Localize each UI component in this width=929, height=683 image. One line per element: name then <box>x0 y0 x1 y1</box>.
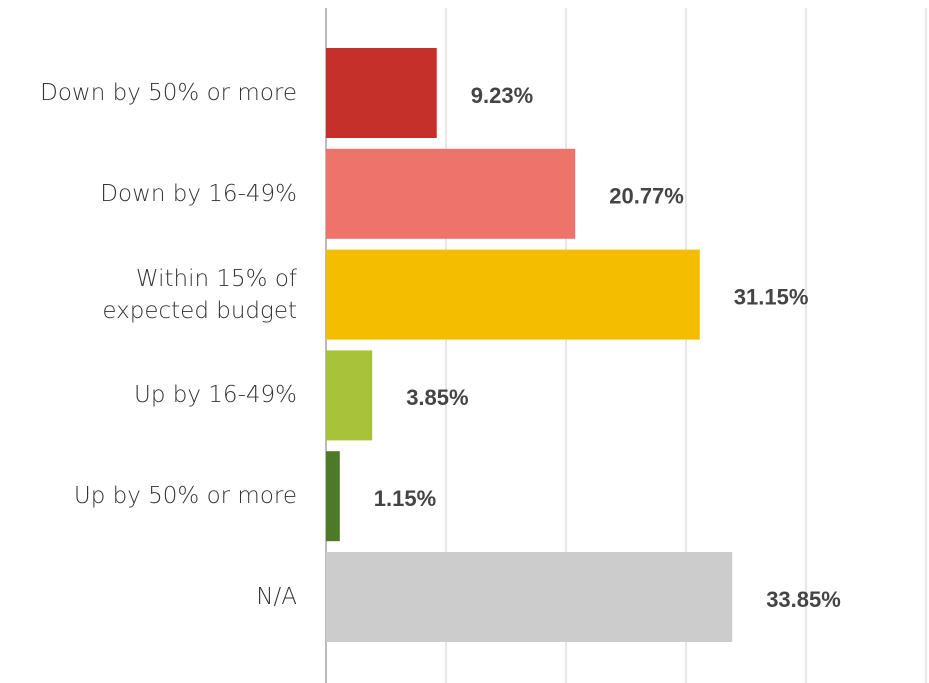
category-label: Within 15% of expected budget <box>102 265 297 324</box>
value-label: 1.15% <box>374 486 436 511</box>
category-label: Up by 16-49% <box>134 382 297 409</box>
category-label: Down by 16-49% <box>100 180 297 207</box>
value-label: 20.77% <box>609 184 684 209</box>
category-label: Down by 50% or more <box>40 80 297 106</box>
value-label: 9.23% <box>471 83 533 108</box>
category-label: N/A <box>256 584 297 610</box>
value-label: 33.85% <box>766 587 841 612</box>
value-label: 3.85% <box>406 385 468 410</box>
bar <box>326 148 576 239</box>
value-label: 31.15% <box>734 284 809 309</box>
bar <box>326 249 700 340</box>
bar <box>326 451 340 542</box>
bar <box>326 350 373 441</box>
bar <box>326 552 733 642</box>
bar <box>326 48 437 138</box>
category-label: Up by 50% or more <box>73 483 297 510</box>
